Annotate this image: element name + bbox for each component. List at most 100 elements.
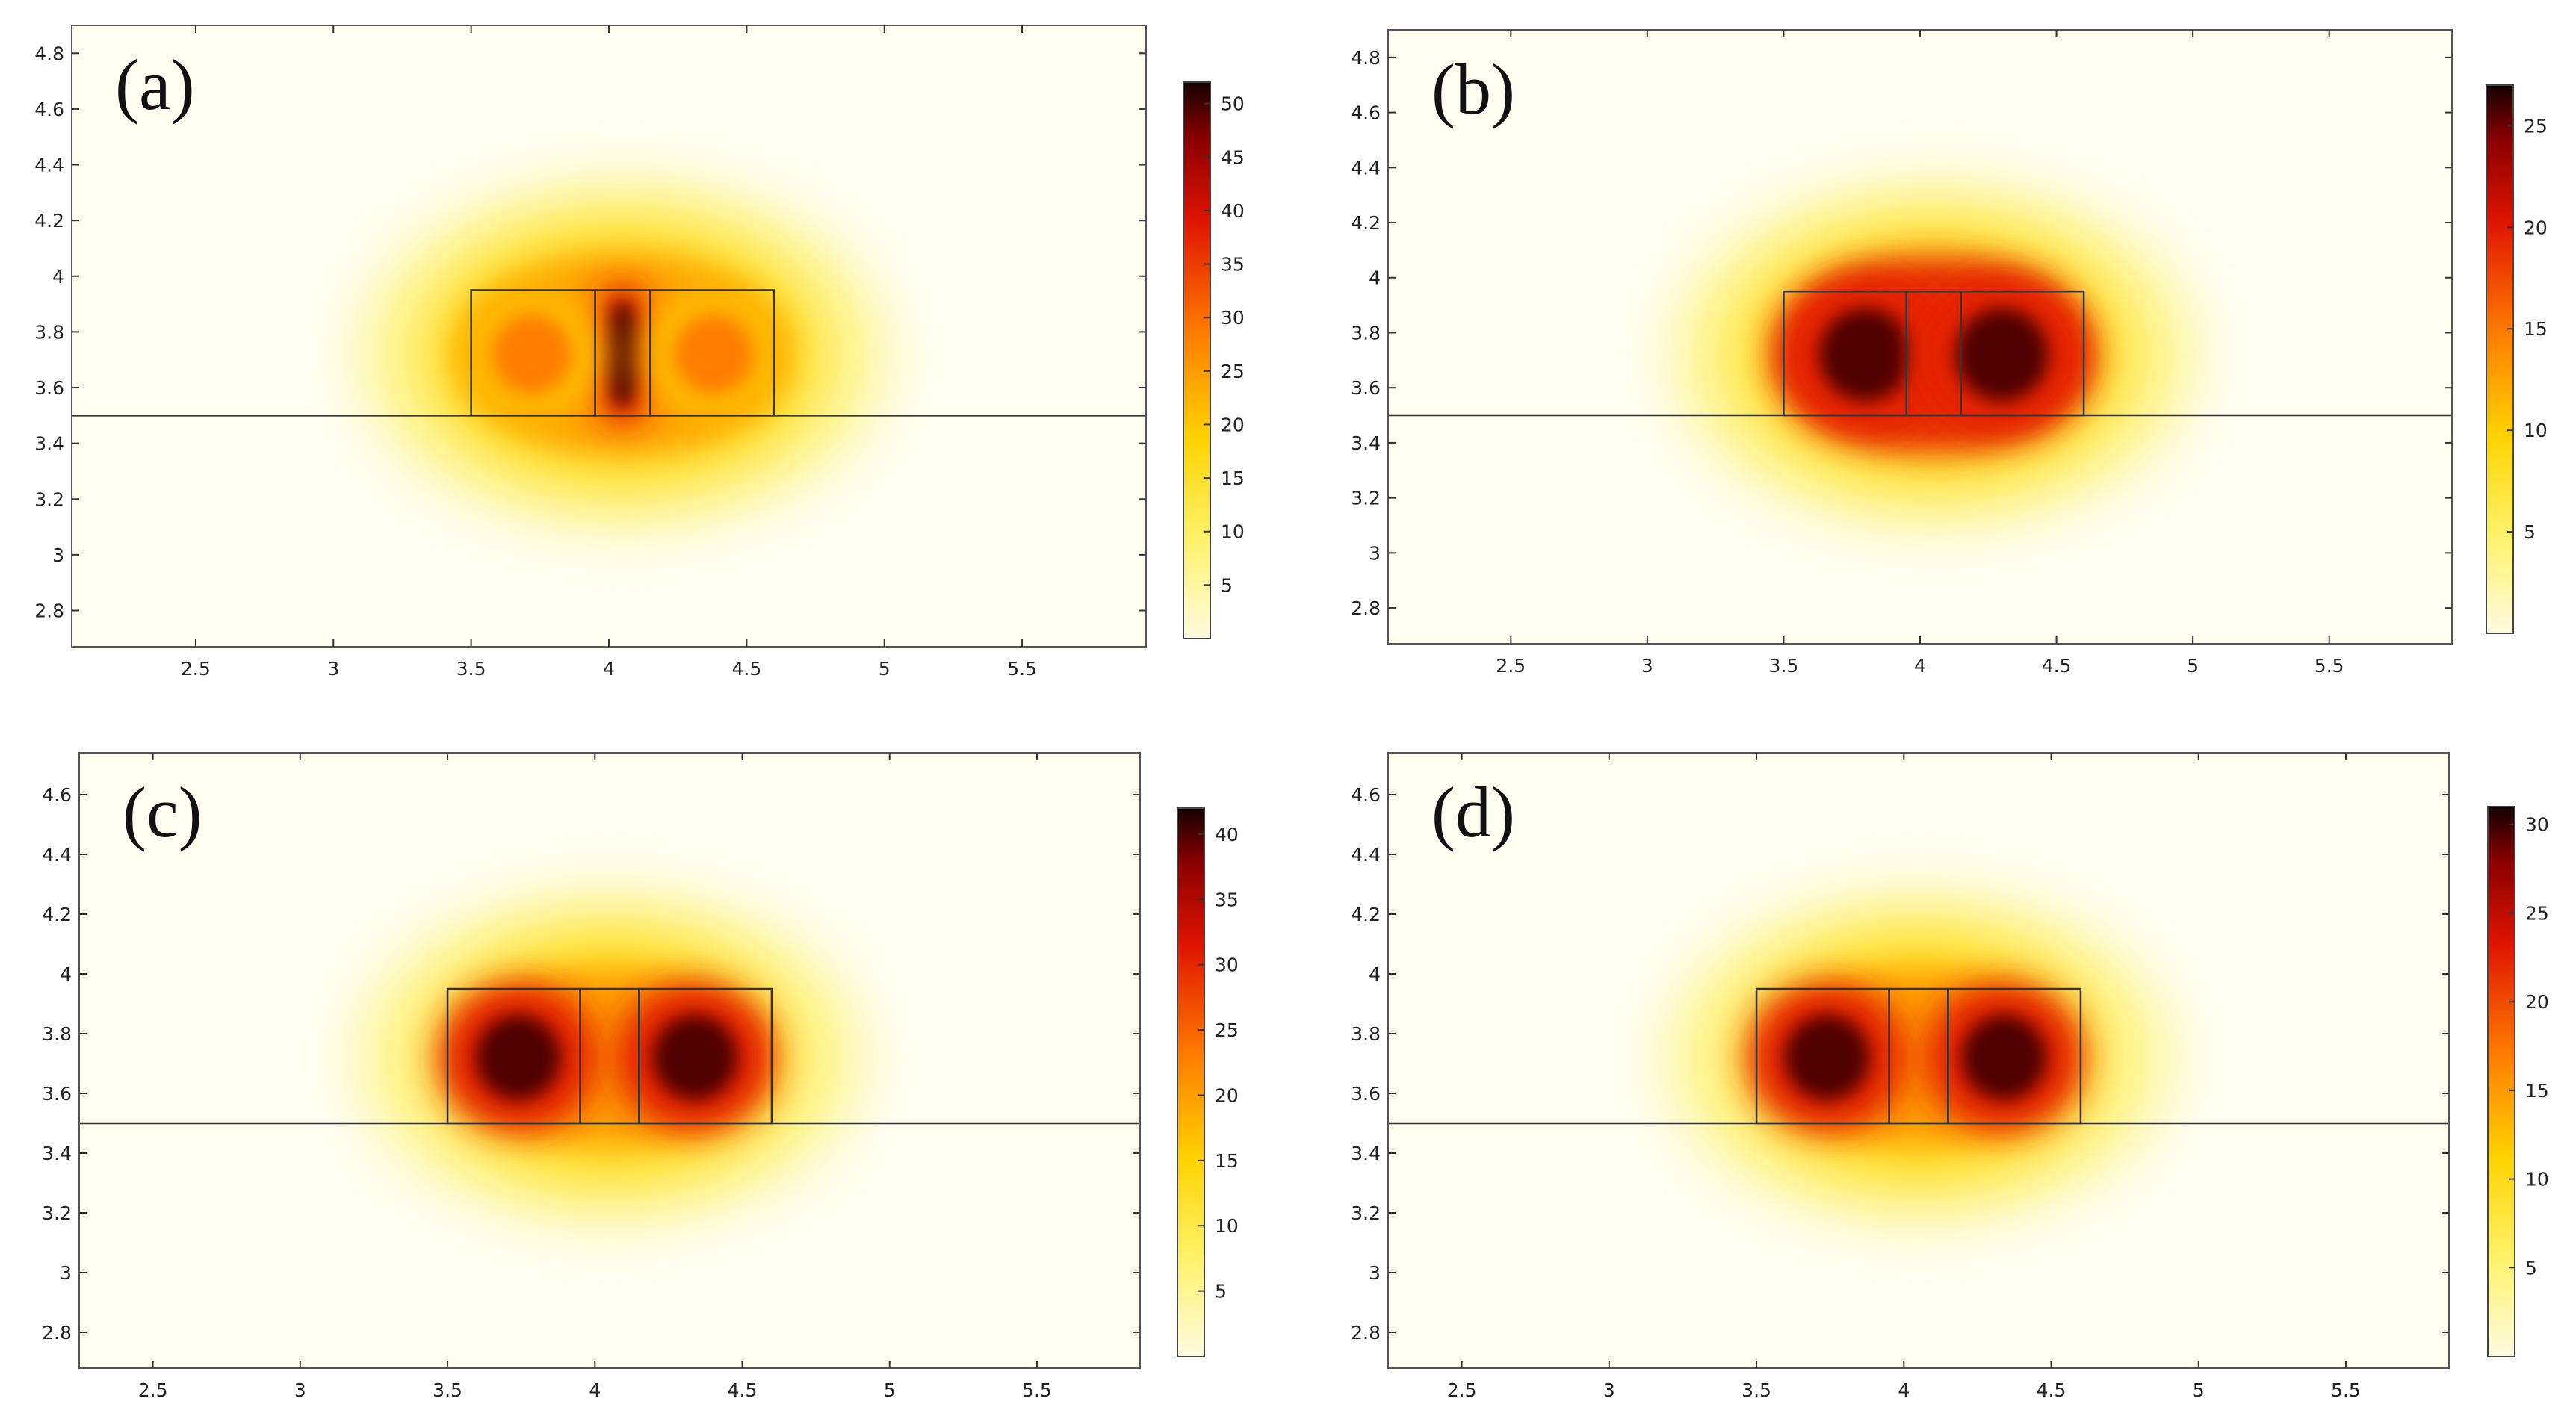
x-tick-label: 4 (1898, 1379, 1910, 1401)
panel-1: 2.5 3 3.5 4 4.5 5 5.5 2.8 3 3.2 3.4 3.6 3.8 4 4.2 4.4 4.… (34, 25, 1245, 680)
y-tick-label: 3 (52, 544, 64, 566)
colorbar-tick-label: 35 (1215, 889, 1239, 910)
y-tick-label: 3 (1369, 1262, 1381, 1284)
x-tick-label: 5.5 (1022, 1379, 1052, 1401)
panel-2: 2.5 3 3.5 4 4.5 5 5.5 2.8 3 3.2 3.4 3.6 3.8 4 4.2 4.4 4.… (1351, 29, 2548, 677)
y-tick-label: 4.2 (42, 904, 72, 925)
x-tick-label: 4.5 (728, 1379, 758, 1401)
colorbar-gradient (1183, 81, 1211, 639)
x-tick-label: 4 (1914, 655, 1926, 677)
waveguide-box (649, 289, 775, 417)
y-tick-label: 4 (52, 266, 64, 288)
y-tick-label: 3 (1369, 542, 1381, 564)
x-tick-label: 3.5 (1741, 1379, 1771, 1401)
colorbar-tick-label: 15 (1221, 468, 1245, 489)
colorbar-tick-label: 30 (2525, 814, 2549, 836)
colorbar-tick-label: 20 (2525, 991, 2549, 1013)
y-tick-label: 4.4 (34, 155, 64, 176)
x-tick-label: 5.5 (2315, 655, 2344, 677)
x-tick-label: 5 (879, 658, 891, 680)
field-peak-core (604, 301, 642, 408)
colorbar-tick-label: 25 (2524, 115, 2548, 137)
y-tick-label: 4.6 (1351, 102, 1381, 124)
y-tick-label: 4.2 (1351, 212, 1381, 234)
y-tick-label: 4 (1369, 267, 1381, 289)
colorbar-tick-label: 5 (2524, 521, 2536, 543)
x-tick-label: 5 (2187, 655, 2199, 677)
colorbar-tick-label: 10 (1221, 521, 1245, 543)
x-tick-label: 3 (327, 658, 339, 680)
y-tick-label: 4.4 (42, 844, 72, 866)
field-map (359, 895, 861, 1220)
plot-frame (1387, 752, 2450, 1369)
y-tick-label: 4.6 (1351, 784, 1381, 806)
y-tick-label: 3.4 (1351, 1143, 1381, 1164)
x-tick-label: 3.5 (433, 1379, 462, 1401)
y-tick-label: 3.2 (1351, 1202, 1381, 1224)
x-tick-label: 4 (603, 658, 615, 680)
y-tick-label: 4 (60, 963, 72, 985)
colorbar-tick-label: 50 (1221, 93, 1245, 115)
y-tick-label: 3.6 (42, 1083, 72, 1105)
x-tick-label: 2.5 (1447, 1379, 1477, 1401)
x-tick-label: 2.5 (181, 658, 211, 680)
x-tick-label: 2.5 (138, 1379, 168, 1401)
field-peak-core (475, 1015, 561, 1100)
colorbar-tick-label: 15 (2525, 1080, 2549, 1102)
colorbar: 5 10 15 20 25 (2486, 84, 2548, 634)
colorbar: 5 10 15 20 25 30 35 40 (1177, 807, 1239, 1357)
plot-frame (78, 752, 1141, 1369)
y-tick-label: 3.8 (34, 321, 64, 343)
panel-3: 2.5 3 3.5 4 4.5 5 5.5 2.8 3 3.2 3.4 3.6 3.8 4 4.2 4.4 4.… (42, 752, 1239, 1401)
colorbar-tick-label: 20 (1221, 414, 1245, 435)
y-tick-label: 4 (1369, 963, 1381, 985)
colorbar-tick-label: 5 (1221, 574, 1233, 596)
colorbar-tick-label: 25 (1215, 1019, 1239, 1041)
panel-label: (b) (1431, 49, 1515, 129)
y-tick-label: 3.2 (42, 1202, 72, 1224)
x-tick-label: 5 (884, 1379, 896, 1401)
colorbar-tick-label: 30 (1215, 954, 1239, 976)
y-tick-label: 3.6 (1351, 1083, 1381, 1105)
x-tick-label: 3 (294, 1379, 306, 1401)
y-tick-label: 3.2 (34, 488, 64, 510)
field-peak-core (673, 314, 754, 394)
y-tick-label: 3.6 (34, 377, 64, 399)
colorbar-tick-label: 10 (2525, 1169, 2549, 1190)
y-tick-label: 2.8 (42, 1322, 72, 1344)
y-tick-label: 3.2 (1351, 488, 1381, 509)
y-tick-label: 4.4 (1351, 844, 1381, 866)
y-tick-label: 3 (60, 1262, 72, 1284)
colorbar-tick-label: 10 (2524, 420, 2548, 441)
x-tick-label: 4.5 (731, 658, 761, 680)
colorbar: 5 10 15 20 25 30 (2487, 806, 2549, 1357)
x-tick-label: 4.5 (2037, 1379, 2066, 1401)
x-tick-label: 5.5 (2331, 1379, 2361, 1401)
field-map (1668, 895, 2170, 1220)
field-peak-core (1961, 1015, 2047, 1100)
colorbar: 5 10 15 20 25 30 35 40 45 50 (1183, 81, 1245, 639)
y-tick-label: 4.2 (1351, 904, 1381, 925)
colorbar-tick-label: 25 (1221, 361, 1245, 382)
field-peak-core (1818, 308, 1913, 402)
field-peak-core (1955, 308, 2049, 402)
y-tick-label: 3.4 (1351, 432, 1381, 454)
colorbar-tick-label: 10 (1215, 1215, 1239, 1237)
y-tick-label: 3.8 (1351, 322, 1381, 344)
y-tick-label: 2.8 (34, 600, 64, 621)
y-tick-label: 4.2 (34, 210, 64, 232)
colorbar-tick-label: 40 (1215, 824, 1239, 845)
panel-label: (c) (123, 772, 202, 852)
waveguide-box (638, 987, 773, 1125)
colorbar-tick-label: 35 (1221, 254, 1245, 276)
panel-label: (d) (1431, 772, 1515, 852)
colorbar-tick-label: 5 (2525, 1257, 2537, 1279)
y-tick-label: 3.4 (42, 1143, 72, 1164)
y-tick-label: 4.6 (42, 784, 72, 806)
colorbar-tick-label: 15 (1215, 1150, 1239, 1172)
colorbar-gradient (1177, 807, 1205, 1357)
x-tick-label: 5.5 (1007, 658, 1037, 680)
colorbar-gradient (2486, 84, 2514, 634)
colorbar-tick-label: 40 (1221, 200, 1245, 222)
